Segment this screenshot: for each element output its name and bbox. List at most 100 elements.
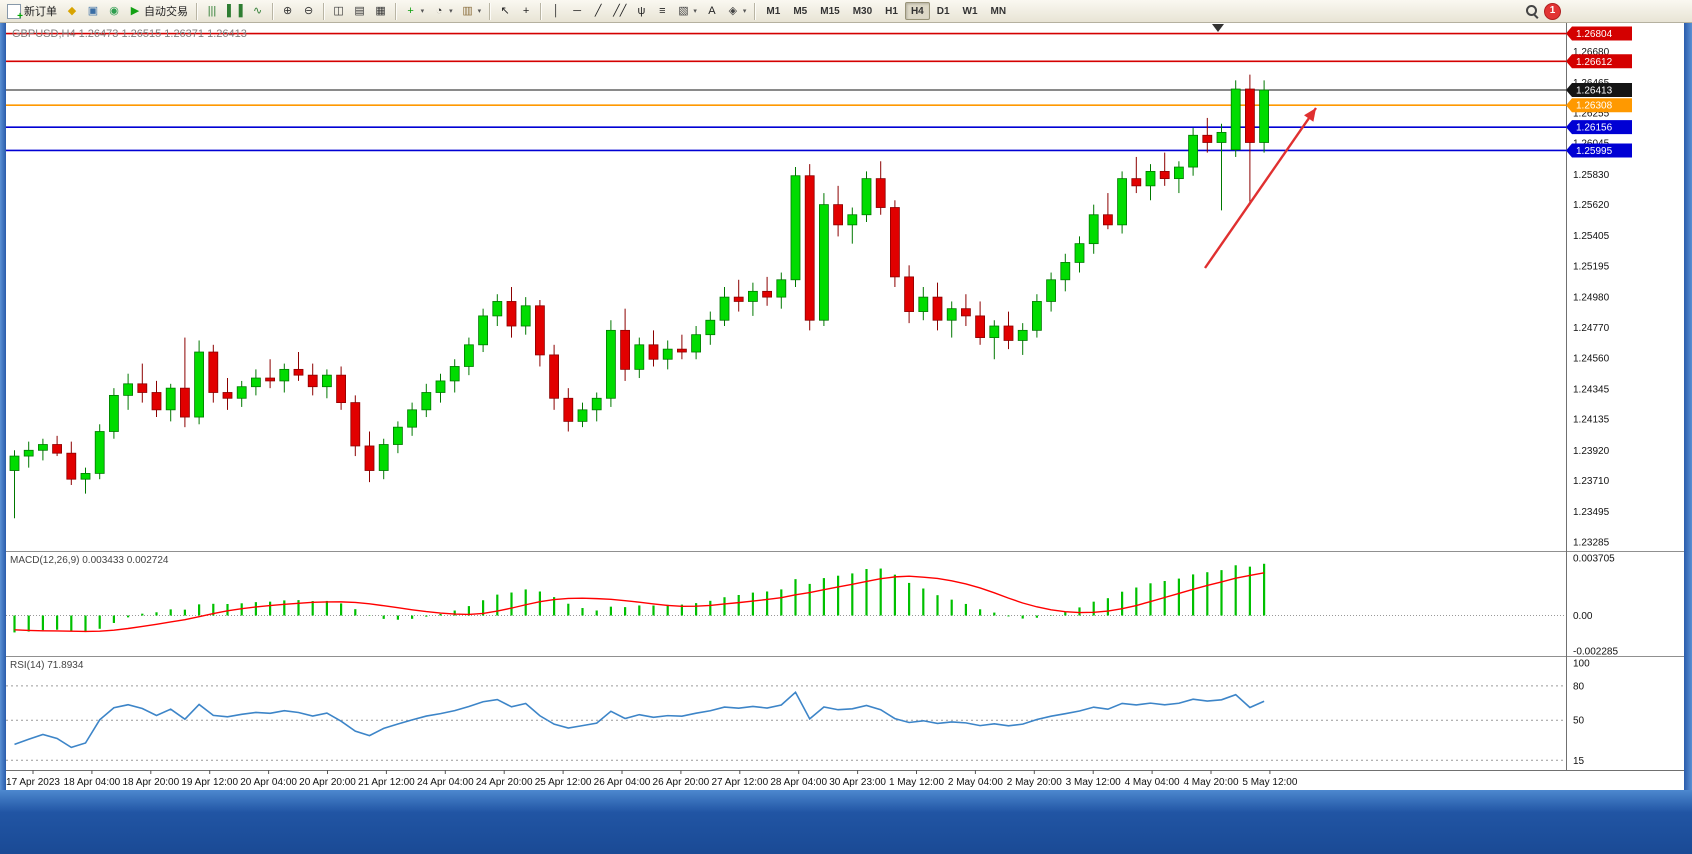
candle: [364, 445, 375, 471]
price-axis[interactable]: 1.266801.264651.262551.260451.258301.256…: [1573, 47, 1610, 549]
indicators-button[interactable]: + ▾: [401, 1, 429, 21]
price-axis-label: 1.23920: [1573, 446, 1610, 457]
candles: [9, 74, 1269, 519]
vertical-line-button[interactable]: │: [546, 1, 566, 21]
new-order-button[interactable]: 新订单: [3, 1, 61, 22]
candle: [23, 449, 34, 457]
bar-chart-mode-button[interactable]: |||: [202, 1, 222, 21]
timeframe-button-h1[interactable]: H1: [879, 2, 904, 20]
timeframe-button-w1[interactable]: W1: [957, 2, 984, 20]
candle: [1259, 89, 1269, 143]
price-line-badge: 1.26156: [1566, 120, 1632, 135]
cursor-button[interactable]: ↖: [495, 1, 515, 21]
price-badge-label: 1.26308: [1576, 101, 1613, 112]
candle: [762, 290, 772, 298]
charts-button[interactable]: ◆: [62, 1, 82, 21]
candle: [691, 334, 701, 353]
timeframe-button-m30[interactable]: M30: [847, 2, 878, 20]
tile-windows-button[interactable]: ◫: [329, 1, 349, 21]
chart-title-text: GBPUSD,H4 1.26473 1.26515 1.26371 1.2641…: [12, 28, 247, 40]
templates-button[interactable]: ▥ ▾: [458, 1, 486, 21]
candle: [946, 308, 957, 321]
candle: [563, 397, 574, 422]
candle: [662, 348, 673, 360]
candlestick-mode-button[interactable]: ▌▐: [223, 1, 247, 21]
candle: [279, 368, 290, 382]
toolbar-separator: [489, 2, 492, 20]
profiles-button[interactable]: ▣: [83, 1, 103, 21]
candle: [350, 402, 361, 447]
timeframe-button-m1[interactable]: M1: [760, 2, 786, 20]
shapes-dropdown-arrow: ▾: [693, 8, 697, 15]
pitchfork-button[interactable]: ψ: [631, 1, 651, 21]
autotrading-button[interactable]: ▶ 自动交易: [125, 1, 192, 21]
candle: [790, 175, 801, 281]
timeframe-button-m5[interactable]: M5: [787, 2, 813, 20]
fibonacci-button[interactable]: ≡: [652, 1, 672, 21]
timeframe-button-mn[interactable]: MN: [985, 2, 1013, 20]
shapes-icon: ▧: [678, 4, 689, 17]
candle: [918, 296, 929, 312]
profiles-icon: ▣: [87, 4, 99, 17]
trend-arrow-annotation[interactable]: [1204, 107, 1317, 269]
auto-arrange-button[interactable]: ▤: [350, 1, 370, 21]
candle: [478, 315, 489, 346]
periods-button[interactable]: ◔ ▾: [429, 1, 457, 21]
line-chart-mode-button[interactable]: ∿: [248, 1, 268, 21]
candle: [861, 178, 872, 216]
time-axis-label: 5 May 12:00: [1242, 777, 1297, 788]
trendline-icon: ╱: [594, 4, 602, 17]
time-axis-label: 18 Apr 04:00: [64, 777, 121, 788]
rsi-panel[interactable]: [6, 657, 1566, 770]
price-axis-label: 1.24980: [1573, 293, 1610, 304]
text-tool-button[interactable]: A: [702, 1, 722, 21]
candle: [1145, 170, 1156, 187]
candle: [804, 175, 815, 321]
candle: [307, 374, 318, 388]
trendline-button[interactable]: ╱: [588, 1, 608, 21]
grid-button[interactable]: ▦: [371, 1, 391, 21]
candle: [606, 329, 616, 399]
crosshair-button[interactable]: +: [516, 1, 536, 21]
channel-icon: ╱╱: [613, 4, 627, 17]
zoom-in-button[interactable]: ⊕: [278, 1, 298, 21]
macd-name: MACD(12,26,9): [10, 555, 80, 566]
candle: [705, 319, 716, 336]
timeframe-button-d1[interactable]: D1: [931, 2, 956, 20]
candle: [321, 374, 332, 388]
candle: [137, 383, 148, 393]
time-axis-label: 18 Apr 20:00: [122, 777, 179, 788]
candle: [1003, 325, 1014, 341]
timeframe-button-m15[interactable]: M15: [814, 2, 845, 20]
candle: [492, 301, 503, 317]
price-axis-label: 1.25195: [1573, 262, 1610, 273]
zoom-out-button[interactable]: ⊖: [299, 1, 319, 21]
search-button[interactable]: [1521, 1, 1543, 21]
candle: [875, 178, 886, 208]
arrow-objects-button[interactable]: ◈ ▾: [723, 1, 751, 21]
notification-badge[interactable]: 1: [1544, 2, 1561, 20]
candle: [1174, 166, 1184, 180]
toolbar-separator: [394, 2, 397, 20]
chart-shift-marker[interactable]: [1212, 24, 1224, 32]
candle: [194, 351, 205, 418]
candle: [748, 290, 758, 302]
candle: [165, 387, 176, 411]
timeframe-button-h4[interactable]: H4: [904, 2, 930, 20]
market-watch-button[interactable]: ◉: [104, 1, 124, 21]
macd-panel[interactable]: [6, 552, 1566, 655]
charts-icon: ◆: [67, 4, 77, 17]
channel-button[interactable]: ╱╱: [609, 1, 630, 21]
time-axis[interactable]: 17 Apr 2023 18 Apr 04:00 18 Apr 20:00 19 Ap…: [6, 770, 1298, 788]
candle: [52, 444, 62, 454]
candle: [1245, 88, 1255, 143]
horizontal-line-button[interactable]: ─: [567, 1, 587, 21]
shapes-button[interactable]: ▧ ▾: [673, 1, 701, 21]
time-axis-label: 4 May 20:00: [1183, 777, 1238, 788]
price-axis-label: 1.24770: [1573, 323, 1610, 334]
arrow-objects-icon: ◈: [728, 4, 738, 17]
candle: [208, 351, 219, 393]
price-chart-panel[interactable]: [6, 24, 1566, 550]
macd-value-signal: 0.002724: [126, 555, 169, 566]
